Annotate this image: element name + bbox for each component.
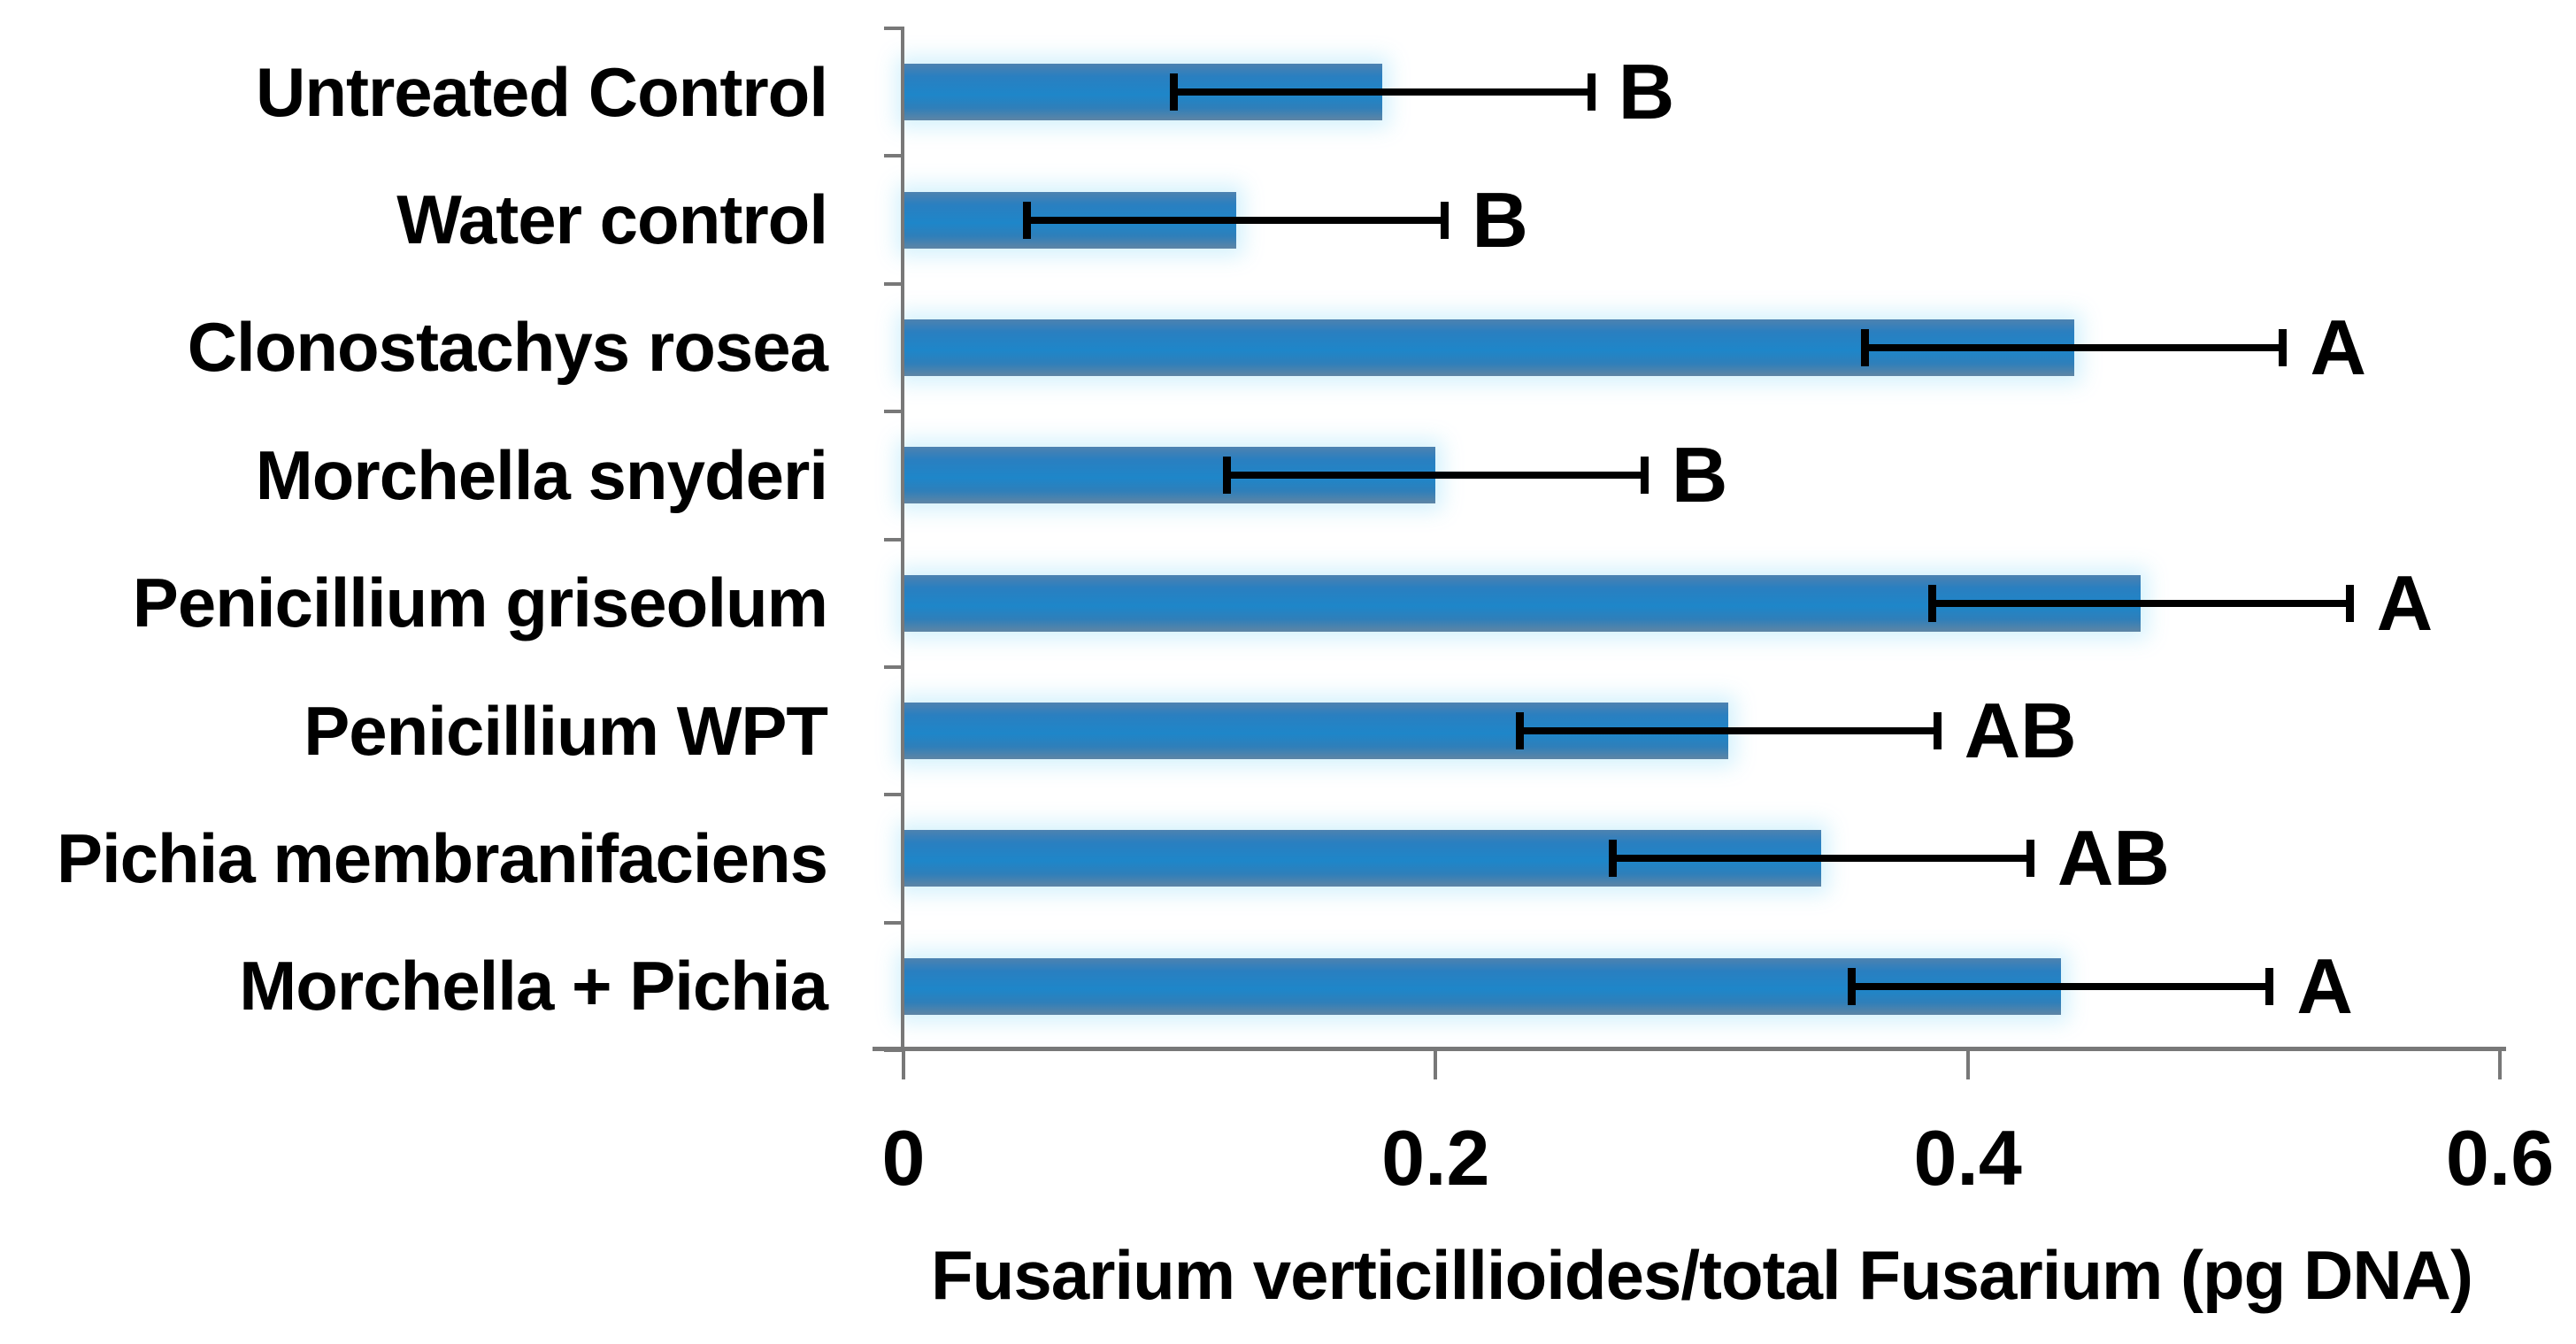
y-axis-tick bbox=[884, 537, 904, 541]
x-axis-tick-label: 0.2 bbox=[1381, 1114, 1490, 1202]
significance-letter: B bbox=[1671, 431, 1728, 519]
category-label: Untreated Control bbox=[256, 52, 828, 131]
y-axis-tick bbox=[884, 154, 904, 158]
x-axis-tick-label: 0 bbox=[881, 1114, 926, 1202]
y-axis-tick bbox=[884, 793, 904, 797]
category-label: Morchella snyderi bbox=[255, 435, 828, 514]
significance-letter: A bbox=[2376, 558, 2434, 647]
category-axis-labels: Untreated Control Water control Clonostach… bbox=[0, 28, 828, 1050]
category-label: Penicillium WPT bbox=[304, 691, 828, 770]
x-axis-tick bbox=[2498, 1051, 2502, 1079]
x-axis-tick bbox=[902, 1051, 905, 1079]
y-axis-tick bbox=[884, 920, 904, 925]
error-bar bbox=[1848, 967, 2274, 1005]
category-label: Morchella + Pichia bbox=[239, 947, 828, 1025]
x-axis-line bbox=[873, 1047, 2506, 1051]
error-bar bbox=[1515, 712, 1942, 750]
y-axis-tick bbox=[884, 664, 904, 669]
significance-letter: B bbox=[1618, 48, 1675, 136]
significance-letter: B bbox=[1472, 175, 1528, 264]
y-axis-line bbox=[901, 27, 904, 1050]
x-axis-tick bbox=[1965, 1051, 1970, 1079]
significance-letter: AB bbox=[2057, 814, 2170, 902]
x-axis-title: Fusarium verticillioides/total Fusarium … bbox=[931, 1236, 2473, 1314]
error-bar bbox=[1608, 840, 2034, 878]
plot-area: B B A B A AB AB A bbox=[884, 27, 2500, 1052]
significance-letter: AB bbox=[1964, 687, 2077, 775]
error-bar bbox=[1222, 457, 1649, 495]
y-axis-tick bbox=[884, 27, 904, 30]
significance-letter: A bbox=[2296, 941, 2353, 1030]
x-axis-tick bbox=[1434, 1051, 1438, 1079]
error-bar bbox=[1861, 328, 2288, 366]
x-axis-tick-label: 0.6 bbox=[2445, 1114, 2555, 1202]
category-label: Water control bbox=[396, 180, 828, 259]
category-label: Clonostachys rosea bbox=[187, 308, 828, 387]
x-axis-tick-label: 0.4 bbox=[1913, 1114, 2022, 1202]
error-bar bbox=[1169, 73, 1596, 111]
y-axis-tick bbox=[884, 281, 904, 286]
error-bar bbox=[1927, 584, 2354, 622]
y-axis-tick bbox=[884, 410, 904, 414]
significance-letter: A bbox=[2310, 303, 2367, 391]
category-label: Pichia membranifaciens bbox=[56, 818, 828, 897]
error-bar bbox=[1023, 201, 1449, 239]
category-label: Penicillium griseolum bbox=[132, 564, 828, 642]
